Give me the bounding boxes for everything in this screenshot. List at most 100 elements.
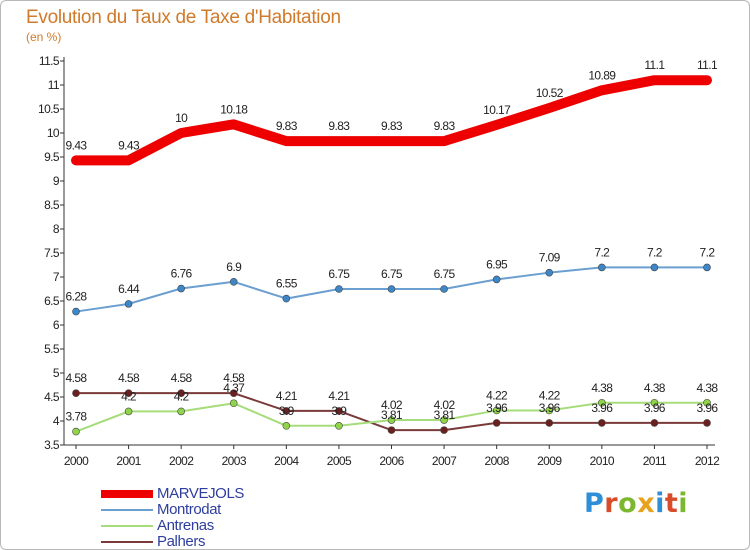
data-point [545,419,554,427]
legend-swatch [101,525,153,527]
data-label: 3.81 [434,408,456,422]
legend-swatch [101,490,153,498]
x-tick-label: 2004 [274,454,299,468]
y-tick-label: 7 [53,270,60,284]
data-label: 7.09 [539,251,561,265]
data-point [598,419,606,427]
data-label: 4.58 [118,371,140,385]
y-tick-label: 9 [53,174,60,188]
y-tick-label: 5 [53,366,60,380]
data-label: 6.55 [276,277,298,291]
data-label: 7.2 [700,245,716,259]
data-point [440,426,448,434]
data-label: 7.2 [594,245,610,259]
data-label: 3.96 [697,401,719,415]
series-line-marvejols [71,75,712,166]
x-tick-label: 2002 [169,454,194,468]
data-label: 3.96 [591,401,613,415]
data-point [229,389,238,397]
data-label: 4.21 [276,389,298,403]
data-label: 6.44 [118,282,140,296]
data-point [335,285,343,293]
data-point [703,263,711,272]
data-label: 4.02 [434,398,456,412]
data-point [177,389,185,397]
legend-swatch [101,509,153,511]
data-point [492,419,501,427]
data-point [229,399,238,408]
data-point [492,275,501,284]
y-tick-label: 3.5 [44,438,60,452]
data-label: 4.37 [223,381,245,395]
chart-unit: (en %) [26,30,62,44]
data-point [545,268,554,277]
legend-label: Antrenas [157,517,214,534]
data-point [492,406,501,415]
y-tick-label: 6.5 [44,294,60,308]
data-label: 10 [175,111,188,125]
y-tick-label: 5.5 [44,342,60,356]
data-label: 6.76 [171,267,193,281]
logo-letter: P [584,488,605,519]
logo-letter: t [664,488,679,519]
data-label: 4.38 [591,381,613,395]
y-tick-label: 8 [53,222,60,236]
data-point [177,284,185,293]
data-label: 10.17 [483,103,511,117]
logo-letter: r [604,488,619,519]
data-label: 7.2 [647,245,663,259]
data-label: 11.1 [697,58,718,72]
data-label: 4.38 [697,381,719,395]
data-point [650,398,659,407]
data-point [335,407,343,415]
logo-letter: o [618,488,638,519]
data-label: 4.21 [328,389,350,403]
data-label: 6.75 [328,267,350,281]
proxiti-logo: Proxiti [584,488,688,519]
data-label: 4.22 [539,388,561,402]
data-label: 3.9 [279,404,295,418]
data-label: 9.83 [276,119,298,133]
data-point [124,407,133,416]
y-tick-label: 7.5 [44,246,60,260]
data-label: 3.78 [66,410,88,424]
y-tick-label: 4.5 [44,390,60,404]
data-point [282,421,291,430]
legend-label: MARVEJOLS [157,485,244,502]
data-label: 10.18 [220,102,248,116]
data-point [650,419,659,427]
data-point [282,407,291,415]
y-tick-label: 9.5 [44,150,60,164]
x-tick-label: 2003 [222,454,247,468]
data-label: 4.38 [644,381,666,395]
data-label: 10.89 [588,68,616,82]
y-tick-label: 11.5 [39,54,60,68]
data-point [387,416,396,424]
legend-swatch [101,541,153,543]
data-label: 11.1 [644,58,665,72]
data-point [545,406,554,415]
x-tick-label: 2009 [537,454,562,468]
data-label: 9.83 [328,119,350,133]
data-label: 4.58 [66,371,88,385]
data-label: 9.43 [66,138,88,152]
y-tick-label: 10.5 [38,102,60,116]
data-label: 4.22 [486,388,508,402]
data-point [598,263,606,272]
data-point [124,300,133,308]
data-label: 6.95 [486,257,508,271]
data-label: 3.96 [539,401,561,415]
x-tick-label: 2000 [64,454,89,468]
logo-letter: i [678,488,689,519]
chart-title: Evolution du Taux de Taxe d'Habitation [26,7,341,28]
x-tick-label: 2011 [643,454,667,468]
data-label: 4.58 [223,371,245,385]
data-label: 4.2 [121,389,137,403]
x-tick-label: 2006 [379,454,404,468]
y-tick-label: 8.5 [44,198,60,212]
data-label: 9.83 [381,119,403,133]
legend-label: Montrodat [157,501,221,518]
data-label: 4.02 [381,398,403,412]
x-tick-label: 2008 [485,454,510,468]
data-label: 6.9 [226,260,242,274]
